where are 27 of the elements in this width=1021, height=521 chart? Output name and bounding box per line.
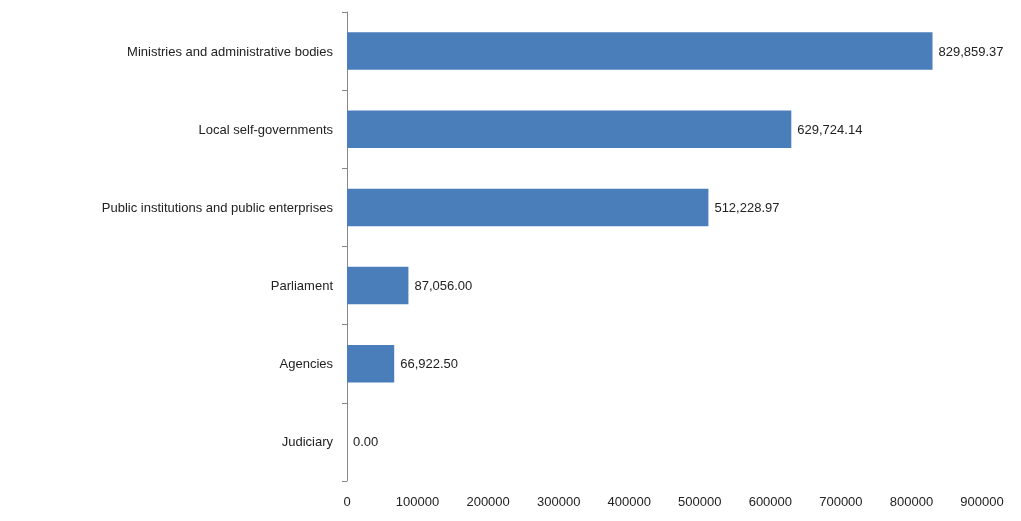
x-tick-label: 800000 (889, 494, 934, 509)
y-tick-label: Agencies (279, 356, 334, 372)
y-tick-label: Parliament (270, 278, 334, 294)
bar (347, 266, 409, 305)
y-tick-label: Ministries and administrative bodies (127, 43, 334, 59)
data-label: 829,859.37 (938, 43, 1004, 59)
y-tick-label: Judiciary (281, 434, 334, 450)
y-tick-label: Local self-governments (198, 121, 334, 137)
x-tick-label: 900000 (960, 494, 1004, 509)
x-tick-label: 400000 (607, 494, 651, 509)
x-tick-label: 700000 (819, 494, 863, 509)
x-tick-label: 600000 (748, 494, 793, 509)
x-tick-label: 300000 (536, 494, 581, 509)
x-tick-label: 500000 (678, 494, 722, 509)
bar (347, 188, 709, 227)
data-label: 629,724.14 (797, 121, 863, 137)
data-label: 66,922.50 (400, 356, 459, 372)
y-tick-label: Public institutions and public enterprises (101, 199, 334, 215)
x-tick-label: 200000 (466, 494, 510, 509)
data-label: 87,056.00 (414, 278, 473, 294)
bar (347, 110, 792, 149)
data-label: 512,228.97 (714, 199, 780, 215)
bar (347, 32, 933, 70)
x-tick-label: 100000 (395, 494, 440, 509)
data-label: 0.00 (353, 434, 379, 450)
bar (347, 344, 395, 383)
x-tick-label: 0 (343, 494, 351, 509)
